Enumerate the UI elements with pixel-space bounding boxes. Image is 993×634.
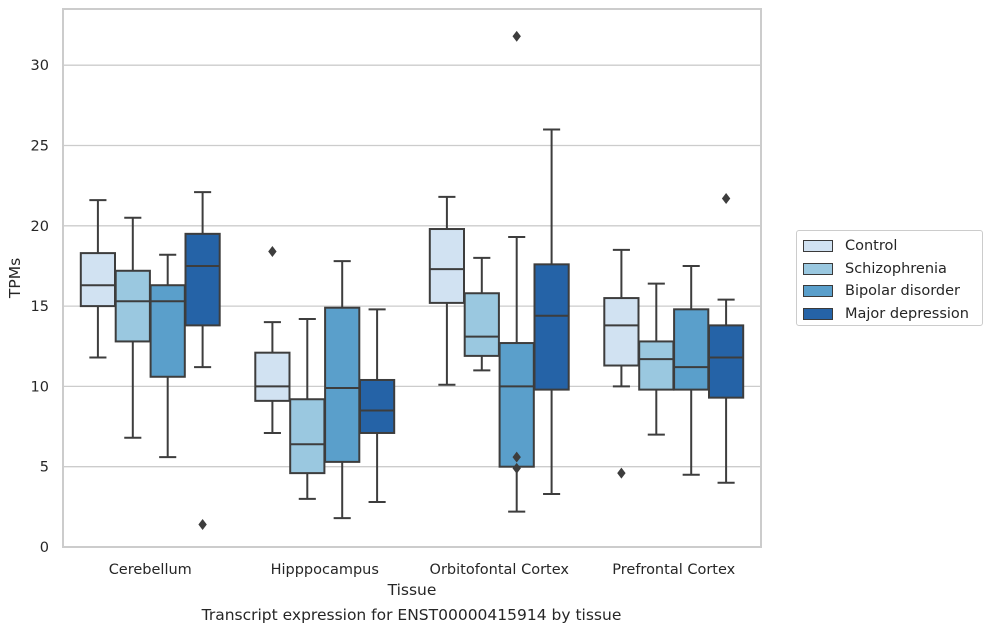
legend-swatch-schizophrenia <box>803 262 833 275</box>
legend-swatch-bipolar-disorder <box>803 285 833 298</box>
legend-label: Schizophrenia <box>845 260 947 277</box>
outlier-point <box>198 519 207 530</box>
box <box>638 340 675 391</box>
chart-caption: Transcript expression for ENST0000041591… <box>201 606 622 624</box>
legend-swatch-major-depression <box>803 308 833 321</box>
outlier-point <box>721 193 731 204</box>
box <box>428 228 466 304</box>
outlier-point <box>512 462 521 474</box>
x-tick-label: Prefrontal Cortex <box>612 562 735 578</box>
outlier-point <box>268 246 277 257</box>
legend-item-schizophrenia: Schizophrenia <box>803 258 982 281</box>
box <box>254 351 291 402</box>
legend-swatch-control <box>803 240 833 253</box>
box <box>533 263 570 391</box>
y-tick-label: 10 <box>31 379 49 395</box>
plot-frame <box>62 8 762 548</box>
legend-label: Control <box>845 238 898 255</box>
legend: Control Schizophrenia Bipolar disorder M… <box>796 230 983 326</box>
box <box>673 308 710 391</box>
x-tick-label: Orbitofontal Cortex <box>430 562 570 578</box>
legend-label: Bipolar disorder <box>845 283 960 300</box>
outlier-point <box>512 30 521 42</box>
box <box>289 398 326 475</box>
y-tick-label: 0 <box>40 540 49 556</box>
legend-item-bipolar-disorder: Bipolar disorder <box>803 280 982 303</box>
x-tick-label: Cerebellum <box>109 562 192 578</box>
box <box>707 324 745 399</box>
y-tick-labels: 0 5 10 15 20 25 30 <box>31 58 49 556</box>
box <box>114 269 151 343</box>
y-tick-label: 30 <box>31 58 49 74</box>
y-tick-label: 25 <box>31 139 49 155</box>
y-tick-label: 5 <box>40 460 49 476</box>
box-series-group <box>79 30 745 530</box>
legend-item-control: Control <box>803 235 982 258</box>
box <box>149 284 186 378</box>
x-axis-title: Tissue <box>387 581 437 599</box>
legend-label: Major depression <box>845 306 969 323</box>
x-tick-labels: Cerebellum Hipppocampus Orbitofontal Corte… <box>109 562 736 578</box>
y-axis-title: TPMs <box>6 258 24 299</box>
y-tick-label: 20 <box>31 219 49 235</box>
x-tick-label: Hipppocampus <box>271 562 379 578</box>
outlier-point <box>617 467 626 479</box>
legend-item-major-depression: Major depression <box>803 303 982 326</box>
box <box>324 306 361 463</box>
box <box>498 342 535 468</box>
box <box>79 252 117 308</box>
y-tick-label: 15 <box>31 299 49 315</box>
box <box>184 232 221 327</box>
box <box>603 297 640 367</box>
box <box>463 292 500 357</box>
box <box>358 378 396 434</box>
outlier-point <box>512 451 521 463</box>
